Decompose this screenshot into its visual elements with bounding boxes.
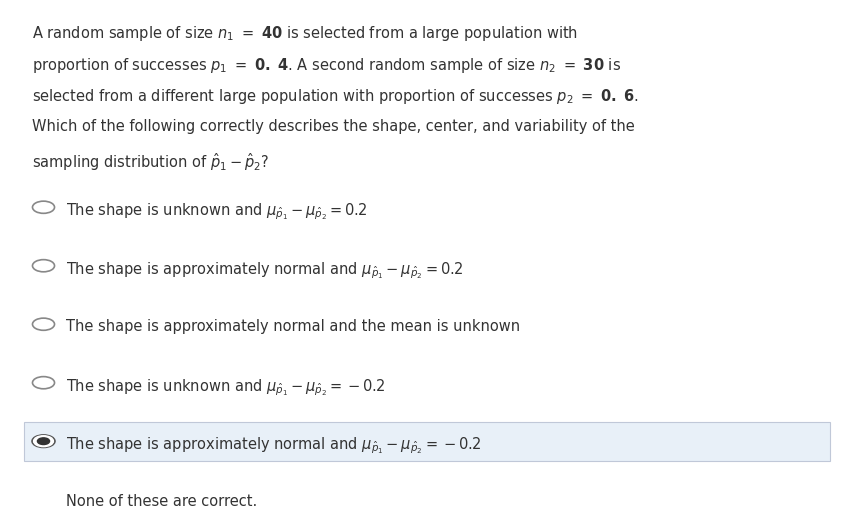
Text: selected from a different large population with proportion of successes $p_2\ =\: selected from a different large populati… [32,87,639,107]
Text: The shape is approximately normal and the mean is unknown: The shape is approximately normal and th… [67,319,520,334]
Text: A random sample of size $n_1\ =\ \mathbf{40}$ is selected from a large populatio: A random sample of size $n_1\ =\ \mathbf… [32,24,577,43]
Text: None of these are correct.: None of these are correct. [67,494,258,508]
FancyBboxPatch shape [24,422,829,461]
Circle shape [32,435,55,448]
Circle shape [38,438,49,444]
Text: The shape is approximately normal and $\mu_{\hat{p}_1} - \mu_{\hat{p}_2} = -0.2$: The shape is approximately normal and $\… [67,435,481,456]
Circle shape [33,436,54,447]
Text: sampling distribution of $\hat{p}_1 - \hat{p}_2$?: sampling distribution of $\hat{p}_1 - \h… [32,151,270,173]
Text: proportion of successes $p_1\ =\ \mathbf{0.\ 4}$. A second random sample of size: proportion of successes $p_1\ =\ \mathbf… [32,56,621,75]
Text: The shape is approximately normal and $\mu_{\hat{p}_1} - \mu_{\hat{p}_2} = 0.2$: The shape is approximately normal and $\… [67,260,463,281]
Text: The shape is unknown and $\mu_{\hat{p}_1} - \mu_{\hat{p}_2} = -0.2$: The shape is unknown and $\mu_{\hat{p}_1… [67,377,386,398]
Text: The shape is unknown and $\mu_{\hat{p}_1} - \mu_{\hat{p}_2} = 0.2$: The shape is unknown and $\mu_{\hat{p}_1… [67,202,368,222]
Text: Which of the following correctly describes the shape, center, and variability of: Which of the following correctly describ… [32,119,635,134]
